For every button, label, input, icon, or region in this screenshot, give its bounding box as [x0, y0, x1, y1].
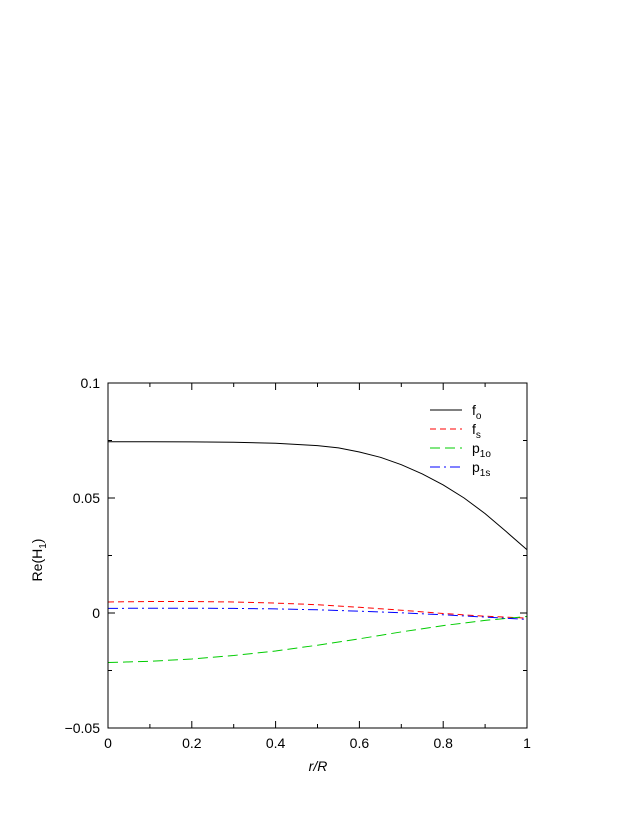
legend-label-p-1s: p1s [472, 459, 490, 479]
x-tick-label: 1 [523, 735, 531, 751]
legend-label-sub: 1o [480, 449, 492, 460]
legend-label-p-1o: p1o [472, 440, 491, 460]
y-tick-label: 0.05 [73, 490, 100, 506]
x-tick-label: 0.4 [266, 735, 286, 751]
y-tick-label: 0.1 [81, 375, 101, 391]
y-axis-label-main: Re(H [29, 549, 45, 582]
plot-frame [107, 382, 528, 729]
legend-label-sub: 1s [480, 468, 491, 479]
legend-label-f-s: fs [472, 421, 481, 441]
y-tick-label: −0.05 [65, 720, 101, 736]
series-line-f-o [108, 441, 528, 551]
legend-label-main: f [472, 421, 476, 437]
x-tick-label: 0 [104, 735, 112, 751]
x-axis-label: r/R [309, 758, 328, 774]
plot-area [107, 441, 528, 663]
legend-label-sub: s [476, 430, 481, 441]
y-axis-label-sub: 1 [38, 543, 49, 549]
y-axis-label: Re(H1) [29, 539, 49, 582]
legend-label-f-o: fo [472, 402, 482, 422]
legend-label-main: p [472, 440, 480, 456]
x-tick-label: 0.8 [433, 735, 453, 751]
legend-label-main: f [472, 402, 476, 418]
x-tick-label: 0.2 [182, 735, 202, 751]
series-line-p-1o [107, 616, 528, 663]
y-tick-label: 0 [92, 605, 100, 621]
y-axis-label-close: ) [29, 539, 45, 544]
series-line-p-1s [107, 607, 528, 620]
x-tick-label: 0.6 [350, 735, 370, 751]
legend-label-sub: o [476, 411, 482, 422]
legend-label-main: p [472, 459, 480, 475]
